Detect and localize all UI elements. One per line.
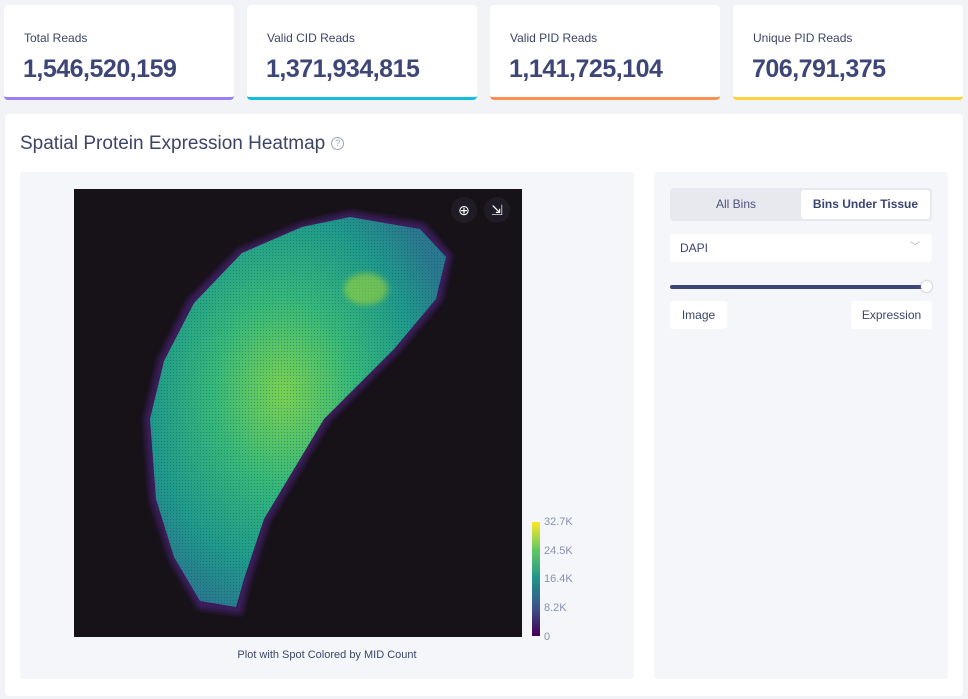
stat-card: Total Reads 1,546,520,159 — [4, 5, 234, 100]
controls-panel: All Bins Bins Under Tissue DAPI ﹀ Image E… — [654, 172, 948, 679]
chevron-down-icon: ﹀ — [910, 242, 920, 253]
image-button[interactable]: Image — [670, 301, 727, 329]
channel-select[interactable]: DAPI ﹀ — [670, 234, 932, 262]
colorbar-tick: 0 — [544, 631, 551, 643]
stat-label: Valid PID Reads — [510, 31, 598, 45]
heatmap-image[interactable]: ⊕ ⇲ — [74, 189, 522, 637]
stat-value: 1,546,520,159 — [23, 55, 177, 83]
tissue-heatmap — [144, 211, 452, 615]
stat-label: Unique PID Reads — [753, 31, 853, 45]
colorbar-tick: 8.2K — [544, 602, 567, 614]
expression-button[interactable]: Expression — [851, 301, 932, 329]
stat-card: Unique PID Reads 706,791,375 — [733, 5, 963, 100]
question-circle-icon[interactable]: ? — [331, 137, 345, 151]
stat-value: 1,371,934,815 — [266, 55, 420, 83]
opacity-slider[interactable] — [670, 281, 932, 292]
colorbar-tick: 24.5K — [544, 545, 573, 557]
download-image-icon[interactable]: ⇲ — [484, 197, 510, 223]
page-title: Spatial Protein Expression Heatmap? — [20, 133, 345, 155]
plot-area: ⊕ ⇲ 32.7K 24.5K 16.4K 8.2K 0 Plot with S… — [20, 172, 634, 679]
locate-icon[interactable]: ⊕ — [451, 197, 477, 223]
stat-label: Total Reads — [24, 31, 88, 45]
stat-value: 1,141,725,104 — [509, 55, 663, 83]
tab-bins-under-tissue[interactable]: Bins Under Tissue — [801, 190, 930, 219]
stat-value: 706,791,375 — [752, 55, 886, 83]
stat-card: Valid CID Reads 1,371,934,815 — [247, 5, 477, 100]
plot-caption: Plot with Spot Colored by MID Count — [237, 649, 417, 661]
stat-card: Valid PID Reads 1,141,725,104 — [490, 5, 720, 100]
stat-label: Valid CID Reads — [267, 31, 355, 45]
heatmap-panel: Spatial Protein Expression Heatmap? ⊕ ⇲ … — [5, 114, 963, 696]
bin-toggle: All Bins Bins Under Tissue — [670, 188, 932, 221]
colorbar — [532, 522, 540, 636]
tab-all-bins[interactable]: All Bins — [715, 197, 756, 211]
slider-handle[interactable] — [921, 281, 932, 292]
colorbar-tick: 32.7K — [544, 516, 573, 528]
colorbar-tick: 16.4K — [544, 573, 573, 585]
